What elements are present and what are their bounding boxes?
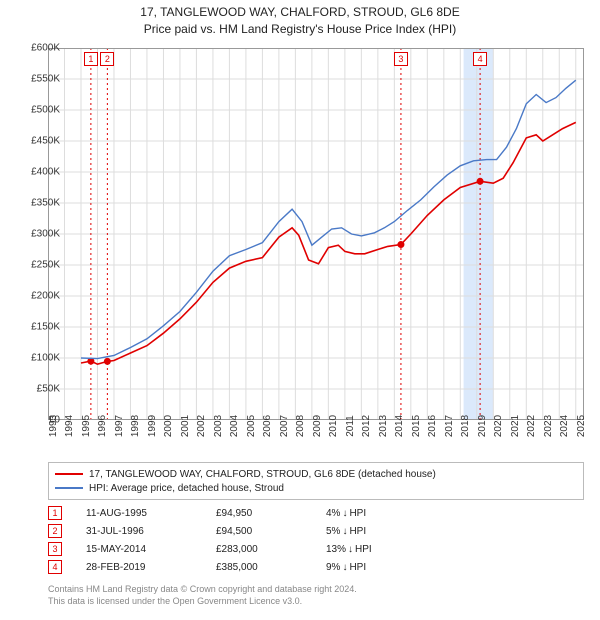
x-tick-label: 2016 [427,415,438,437]
callout-number: 1 [84,52,98,66]
x-tick-label: 2006 [262,415,273,437]
event-diff: 13% HPI [326,544,396,555]
x-tick-label: 2015 [411,415,422,437]
x-tick-label: 2020 [493,415,504,437]
x-tick-label: 2025 [576,415,587,437]
event-number: 4 [48,560,62,574]
x-tick-label: 2012 [361,415,372,437]
event-diff: 4% HPI [326,508,396,519]
x-tick-label: 2011 [345,415,356,437]
event-date: 28-FEB-2019 [86,562,216,573]
chart-svg [48,48,584,420]
x-tick-label: 2013 [378,415,389,437]
legend-swatch-hpi [55,487,83,489]
event-row: 3 15-MAY-2014£283,00013% HPI [48,540,584,558]
legend-row-price-paid: 17, TANGLEWOOD WAY, CHALFORD, STROUD, GL… [55,467,577,481]
event-row: 1 11-AUG-1995£94,9504% HPI [48,504,584,522]
event-number: 3 [48,542,62,556]
x-tick-label: 1993 [48,415,59,437]
x-tick-label: 2002 [196,415,207,437]
legend-label-hpi: HPI: Average price, detached house, Stro… [89,483,284,494]
y-tick-label: £600K [8,43,60,54]
event-price: £94,500 [216,526,326,537]
x-tick-label: 2021 [510,415,521,437]
footer-line-1: Contains HM Land Registry data © Crown c… [48,584,357,596]
title-line-1: 17, TANGLEWOOD WAY, CHALFORD, STROUD, GL… [0,4,600,21]
arrow-down-icon [342,562,347,573]
event-diff: 5% HPI [326,526,396,537]
y-tick-label: £350K [8,198,60,209]
x-tick-label: 2010 [328,415,339,437]
event-number: 1 [48,506,62,520]
x-tick-label: 2000 [163,415,174,437]
x-tick-label: 1996 [97,415,108,437]
y-tick-label: £250K [8,260,60,271]
event-price: £283,000 [216,544,326,555]
legend-row-hpi: HPI: Average price, detached house, Stro… [55,481,577,495]
y-tick-label: £200K [8,291,60,302]
legend-swatch-price-paid [55,473,83,475]
events-table: 1 11-AUG-1995£94,9504% HPI 2 31-JUL-1996£94… [48,504,584,576]
footer: Contains HM Land Registry data © Crown c… [48,584,357,607]
y-tick-label: £300K [8,229,60,240]
y-tick-label: £100K [8,353,60,364]
title-line-2: Price paid vs. HM Land Registry's House … [0,21,600,38]
x-tick-label: 2018 [460,415,471,437]
y-tick-label: £150K [8,322,60,333]
event-diff: 9% HPI [326,562,396,573]
callout-number: 4 [473,52,487,66]
event-row: 4 28-FEB-2019£385,0009% HPI [48,558,584,576]
event-price: £385,000 [216,562,326,573]
arrow-down-icon [342,508,347,519]
arrow-down-icon [342,526,347,537]
x-tick-label: 2009 [312,415,323,437]
x-tick-label: 2017 [444,415,455,437]
callout-number: 3 [394,52,408,66]
event-date: 31-JUL-1996 [86,526,216,537]
x-tick-label: 2005 [246,415,257,437]
x-tick-label: 1995 [81,415,92,437]
arrow-down-icon [348,544,353,555]
event-row: 2 31-JUL-1996£94,5005% HPI [48,522,584,540]
y-tick-label: £400K [8,167,60,178]
x-tick-label: 2022 [526,415,537,437]
title-block: 17, TANGLEWOOD WAY, CHALFORD, STROUD, GL… [0,0,600,38]
y-tick-label: £450K [8,136,60,147]
x-tick-label: 1999 [147,415,158,437]
x-tick-label: 1998 [130,415,141,437]
footer-line-2: This data is licensed under the Open Gov… [48,596,357,608]
y-tick-label: £550K [8,74,60,85]
x-tick-label: 2004 [229,415,240,437]
event-date: 11-AUG-1995 [86,508,216,519]
x-tick-label: 2001 [180,415,191,437]
x-tick-label: 2014 [394,415,405,437]
x-tick-label: 2007 [279,415,290,437]
y-tick-label: £50K [8,384,60,395]
chart-container: 17, TANGLEWOOD WAY, CHALFORD, STROUD, GL… [0,0,600,620]
callout-number: 2 [100,52,114,66]
x-tick-label: 2008 [295,415,306,437]
event-price: £94,950 [216,508,326,519]
x-tick-label: 1997 [114,415,125,437]
event-number: 2 [48,524,62,538]
x-tick-label: 2024 [559,415,570,437]
x-tick-label: 2019 [477,415,488,437]
x-tick-label: 1994 [64,415,75,437]
legend-label-price-paid: 17, TANGLEWOOD WAY, CHALFORD, STROUD, GL… [89,469,436,480]
y-tick-label: £500K [8,105,60,116]
x-tick-label: 2023 [543,415,554,437]
x-tick-label: 2003 [213,415,224,437]
legend-box: 17, TANGLEWOOD WAY, CHALFORD, STROUD, GL… [48,462,584,500]
event-date: 15-MAY-2014 [86,544,216,555]
chart-area [48,48,584,420]
